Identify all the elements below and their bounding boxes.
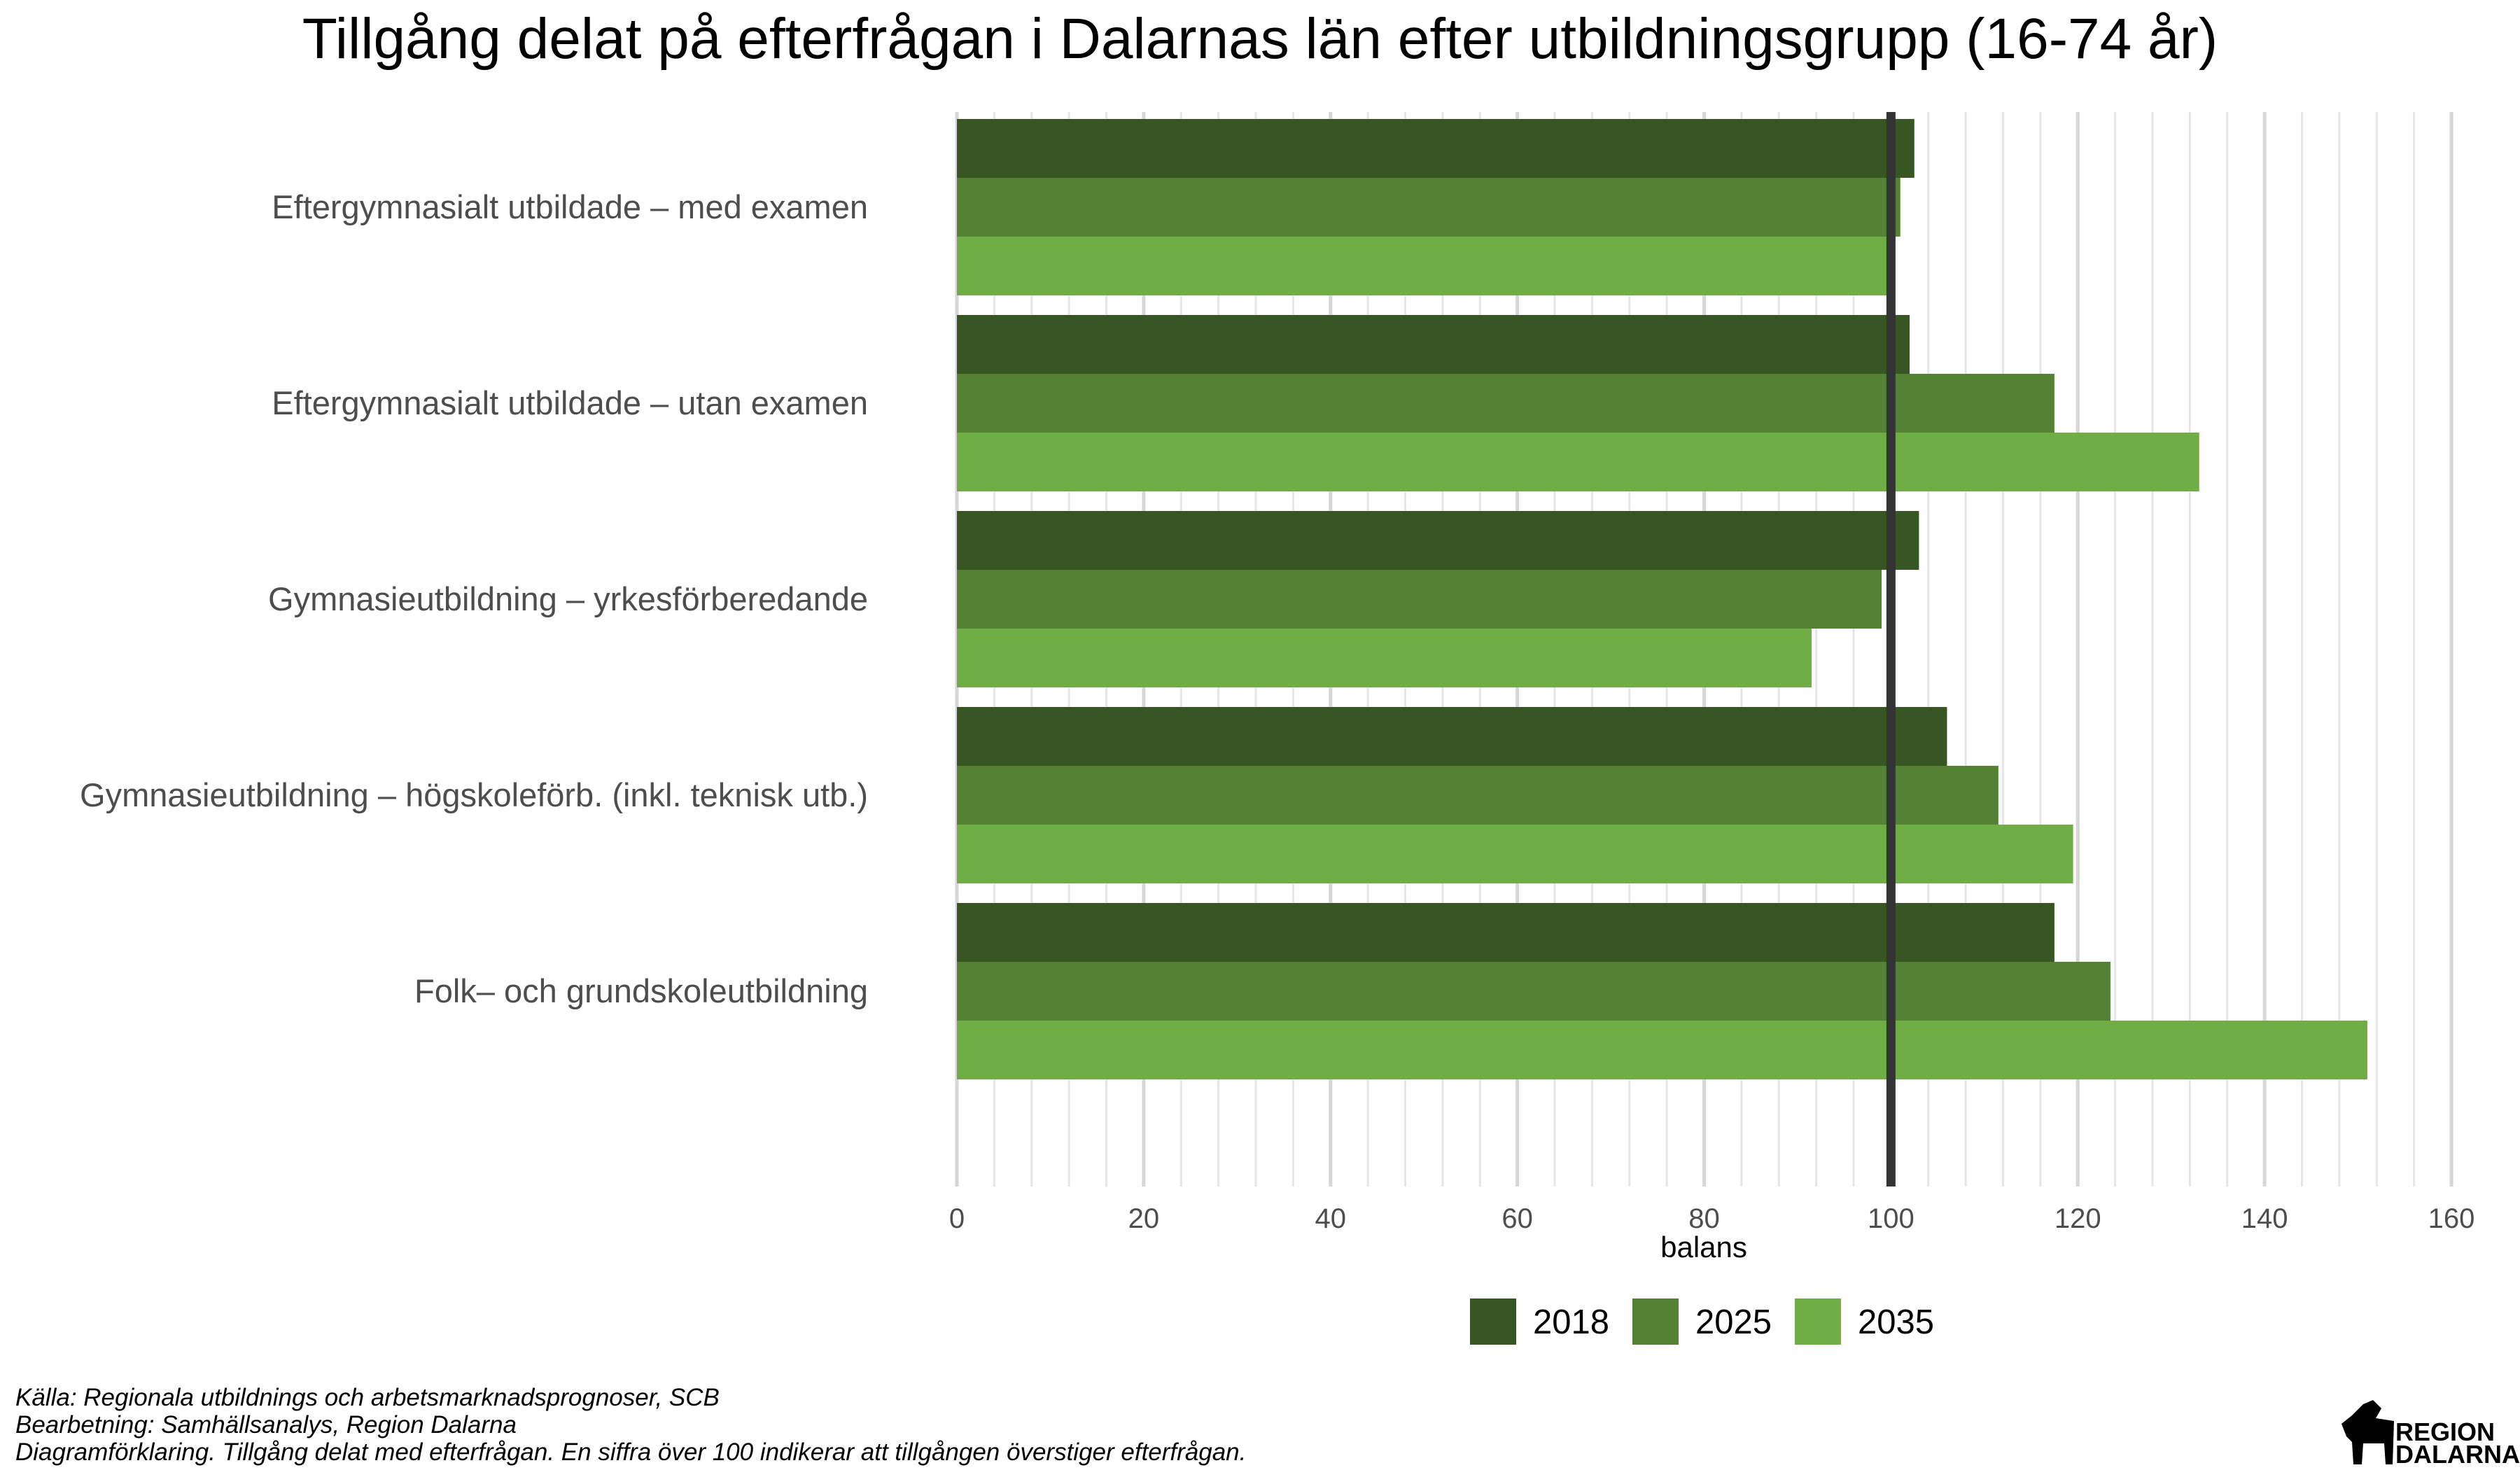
- x-tick-label: 20: [1128, 1203, 1160, 1234]
- bar-2035-2: [957, 629, 1812, 687]
- dala-horse-icon: [2342, 1400, 2394, 1464]
- category-label: Gymnasieutbildning – högskoleförb. (inkl…: [80, 776, 868, 813]
- category-label: Eftergymnasialt utbildade – med examen: [272, 188, 868, 225]
- x-tick-label: 160: [2428, 1203, 2475, 1234]
- bar-2018-0: [957, 119, 1914, 178]
- caption-source: Källa: Regionala utbildnings och arbetsm…: [15, 1384, 720, 1411]
- bar-2018-2: [957, 511, 1919, 570]
- bar-2025-2: [957, 570, 1882, 629]
- x-tick-label: 60: [1502, 1203, 1533, 1234]
- caption-explanation: Diagramförklaring. Tillgång delat med ef…: [15, 1438, 1246, 1466]
- category-label: Eftergymnasialt utbildade – utan examen: [272, 384, 868, 421]
- bar-2018-3: [957, 707, 1947, 766]
- region-dalarna-logo: REGION DALARNA: [2342, 1400, 2520, 1469]
- x-tick-label: 120: [2054, 1203, 2101, 1234]
- category-label: Folk– och grundskoleutbildning: [414, 972, 868, 1009]
- legend-label-2035: 2035: [1858, 1303, 1934, 1341]
- legend: 2018 2025 2035: [1470, 1298, 1934, 1345]
- legend-label-2018: 2018: [1533, 1303, 1609, 1341]
- chart-title: Tillgång delat på efterfrågan i Dalarnas…: [302, 7, 2218, 71]
- bar-2035-0: [957, 237, 1891, 295]
- logo-text-dalarna: DALARNA: [2395, 1440, 2520, 1469]
- bar-2025-3: [957, 766, 1998, 825]
- legend-label-2025: 2025: [1695, 1303, 1772, 1341]
- x-axis-title: balans: [1660, 1231, 1747, 1264]
- x-tick-label: 140: [2241, 1203, 2288, 1234]
- bar-2018-4: [957, 903, 2054, 962]
- category-label: Gymnasieutbildning – yrkesförberedande: [268, 580, 868, 617]
- bar-2025-0: [957, 178, 1900, 237]
- bars: [957, 119, 2367, 1079]
- caption-processing: Bearbetning: Samhällsanalys, Region Dala…: [15, 1411, 517, 1438]
- category-labels: Eftergymnasialt utbildade – med examen Ef…: [80, 188, 868, 1009]
- bar-2025-1: [957, 374, 2054, 433]
- x-tick-label: 100: [1868, 1203, 1914, 1234]
- bar-2035-1: [957, 433, 2199, 491]
- bar-2025-4: [957, 962, 2110, 1021]
- legend-swatch-2018: [1470, 1298, 1516, 1345]
- x-tick-label: 80: [1688, 1203, 1720, 1234]
- logo-text-region: REGION: [2395, 1418, 2495, 1446]
- legend-swatch-2025: [1632, 1298, 1679, 1345]
- x-axis-ticks: 0 20 40 60 80 100 120 140 160: [949, 1203, 2475, 1234]
- bar-2035-4: [957, 1021, 2367, 1079]
- bar-2035-3: [957, 825, 2073, 883]
- legend-swatch-2035: [1795, 1298, 1841, 1345]
- x-tick-label: 40: [1315, 1203, 1347, 1234]
- bar-2018-1: [957, 315, 1910, 374]
- x-tick-label: 0: [949, 1203, 965, 1234]
